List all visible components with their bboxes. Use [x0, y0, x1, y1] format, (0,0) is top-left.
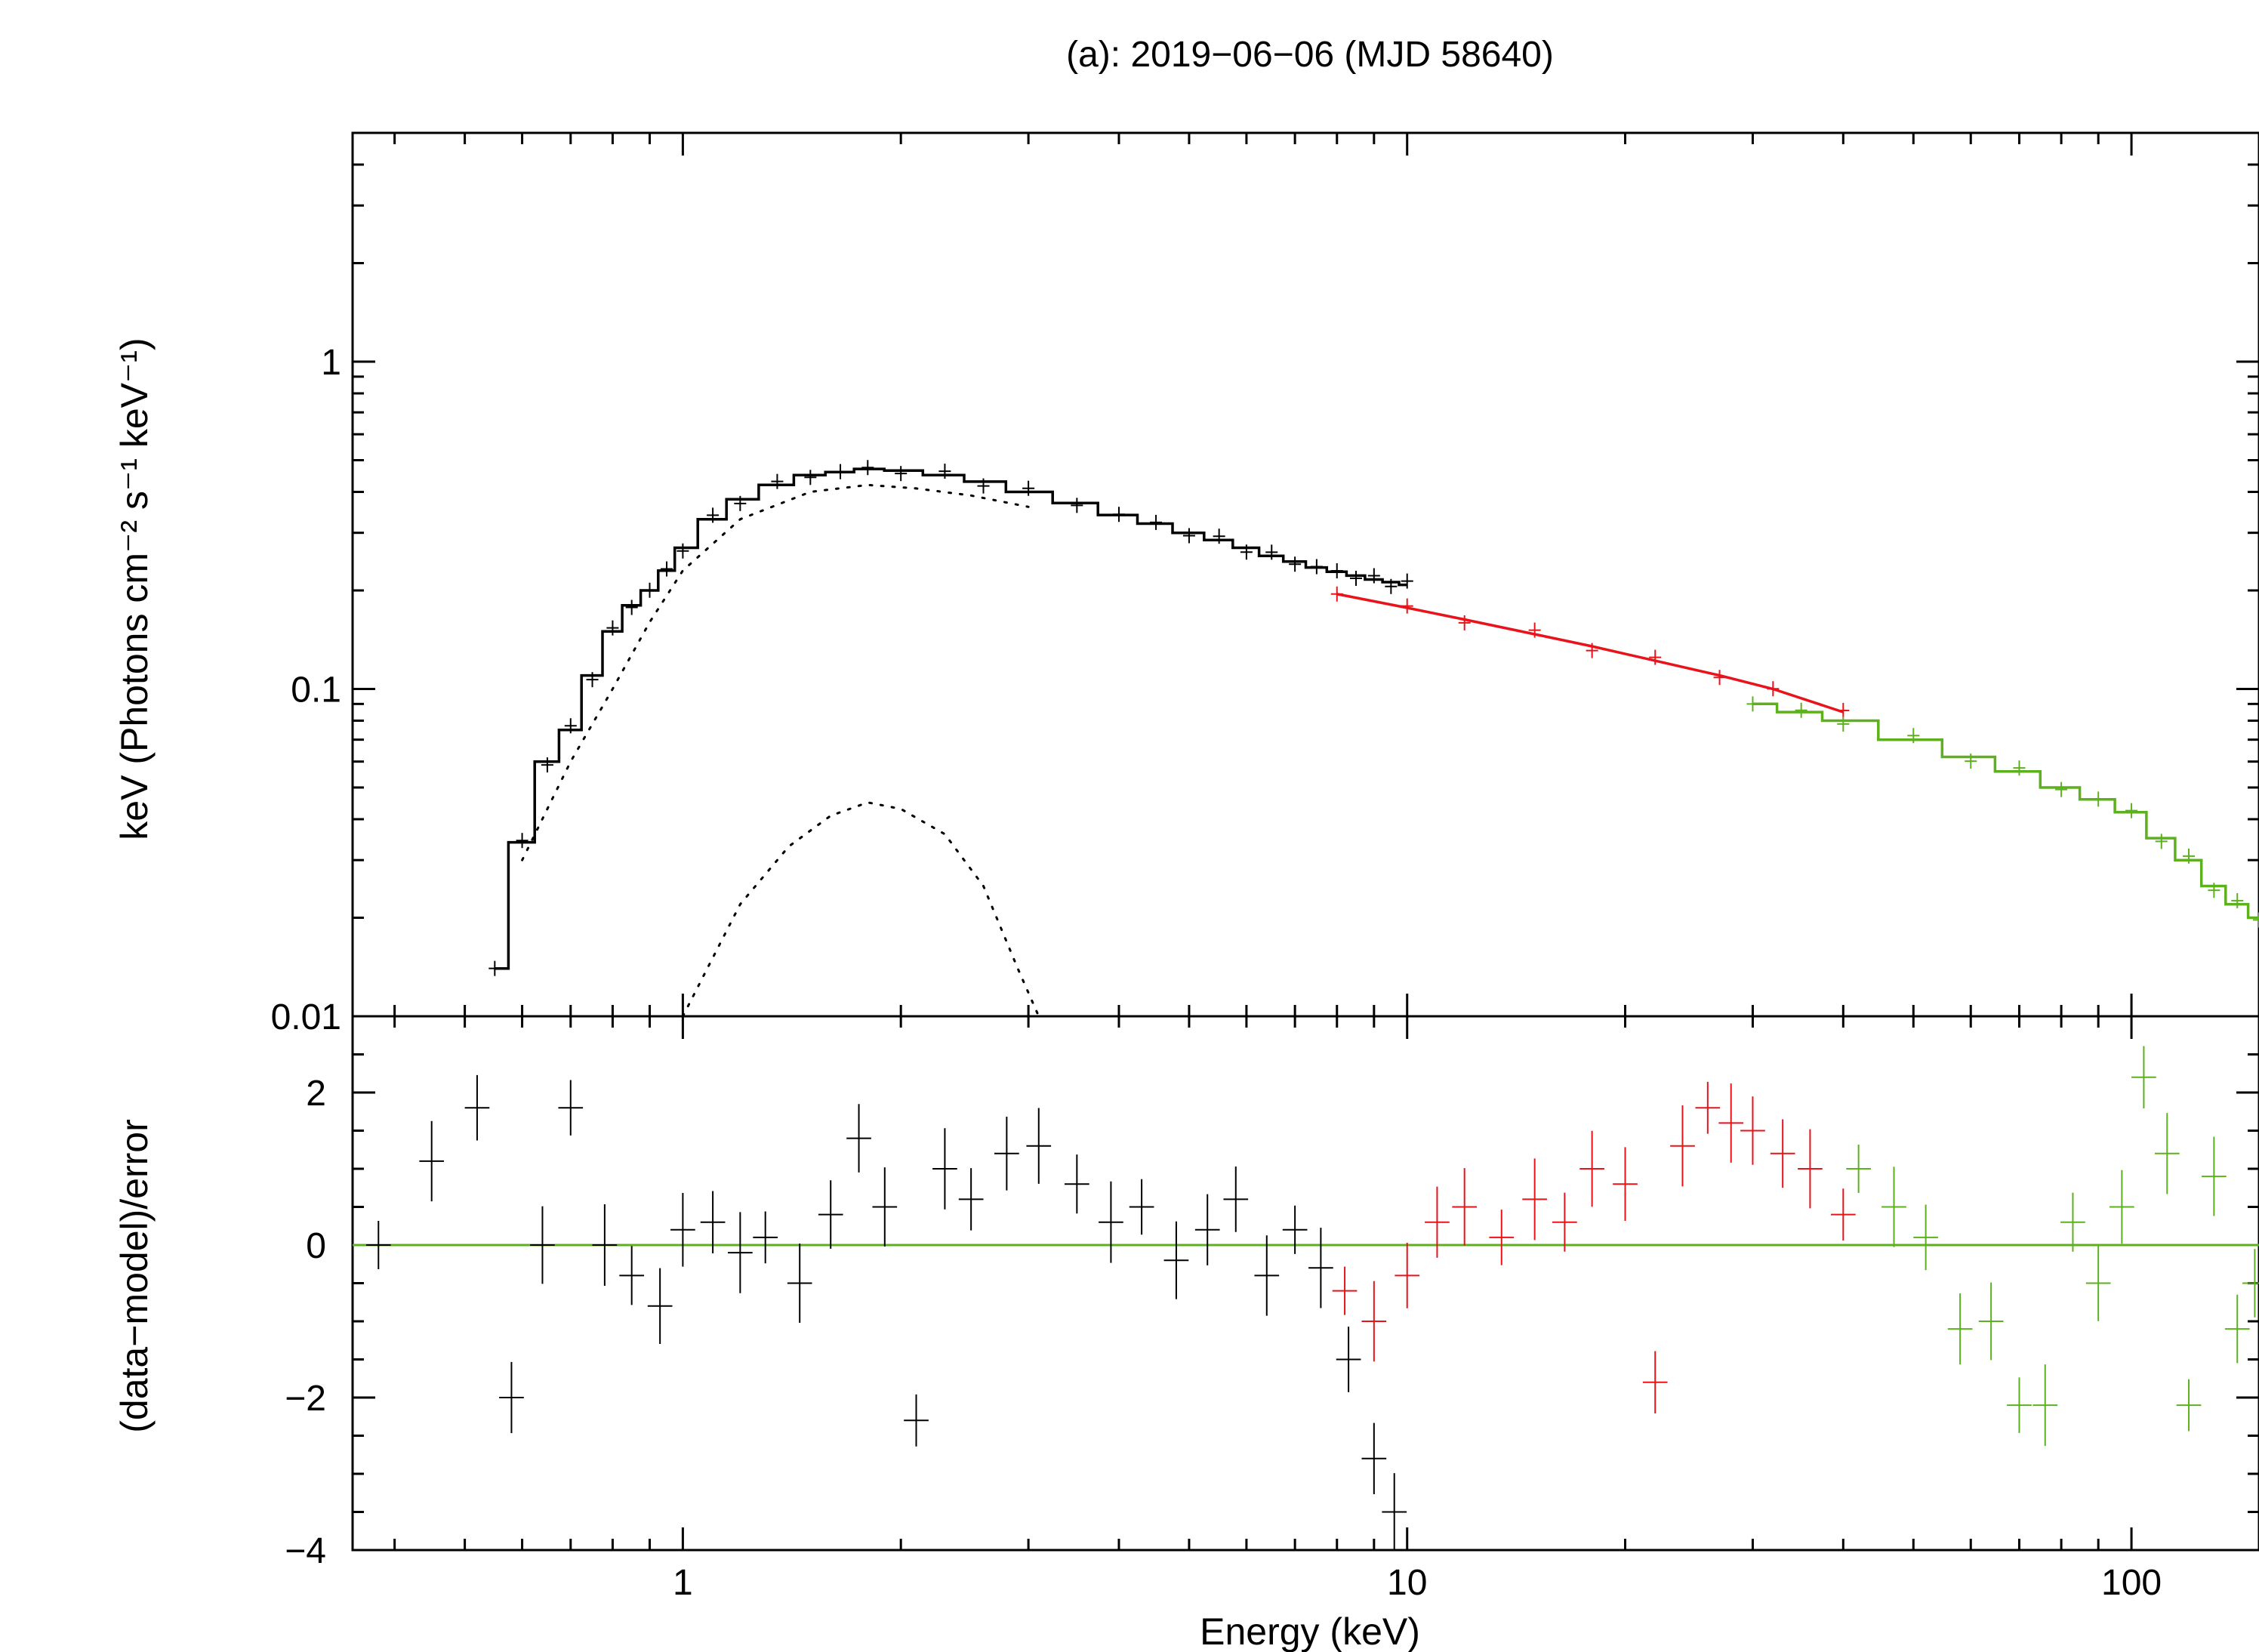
- spectrum-y-tick-label: 0.1: [291, 670, 341, 710]
- spectrum-plot-frame: [351, 131, 2259, 1018]
- residuals-panel: −4 −2 0 2 (data−model)/error: [113, 1015, 2259, 1571]
- residuals-y-tick-label: −2: [285, 1379, 326, 1419]
- hard-model-line: [1752, 702, 2259, 920]
- x-axis-title: Energy (keV): [1200, 1610, 1420, 1652]
- residuals-series: [353, 1046, 2259, 1551]
- spectrum-panel: 0.01 0.1 1 keV (Photons cm⁻² s⁻¹ keV⁻¹): [113, 131, 2259, 1037]
- chart-title: (a): 2019−06−06 (MJD 58640): [1066, 35, 1554, 75]
- x-tick-label: 1: [673, 1563, 693, 1603]
- soft-model-line: [495, 467, 1407, 970]
- continuum-component-line: [521, 483, 1030, 861]
- spectrum-axis-ticks: [353, 131, 2259, 1018]
- residuals-y-tick-label: 2: [306, 1074, 326, 1114]
- spectrum-series: [488, 460, 2259, 1018]
- soft-bump-component-line: [681, 801, 1040, 1018]
- residuals-axis-ticks: [353, 1015, 2259, 1552]
- x-tick-label: 10: [1387, 1563, 1427, 1603]
- spectrum-y-tick-label: 1: [321, 343, 341, 383]
- residuals-y-tick-label: −4: [285, 1531, 326, 1571]
- residuals-y-axis-title: (data−model)/error: [113, 1119, 156, 1432]
- spectrum-y-axis-title: keV (Photons cm⁻² s⁻¹ keV⁻¹): [113, 337, 156, 840]
- residuals-tick-labels: −4 −2 0 2: [285, 1074, 326, 1571]
- x-tick-label: 100: [2101, 1563, 2162, 1603]
- mid-model-line: [1336, 593, 1844, 714]
- spectrum-tick-labels: 0.01 0.1 1: [271, 343, 341, 1037]
- residuals-plot-frame: [351, 1015, 2259, 1552]
- spectrum-y-tick-label: 0.01: [271, 997, 341, 1037]
- residuals-y-tick-label: 0: [306, 1226, 326, 1266]
- x-tick-labels: 1 10 100: [673, 1563, 2162, 1603]
